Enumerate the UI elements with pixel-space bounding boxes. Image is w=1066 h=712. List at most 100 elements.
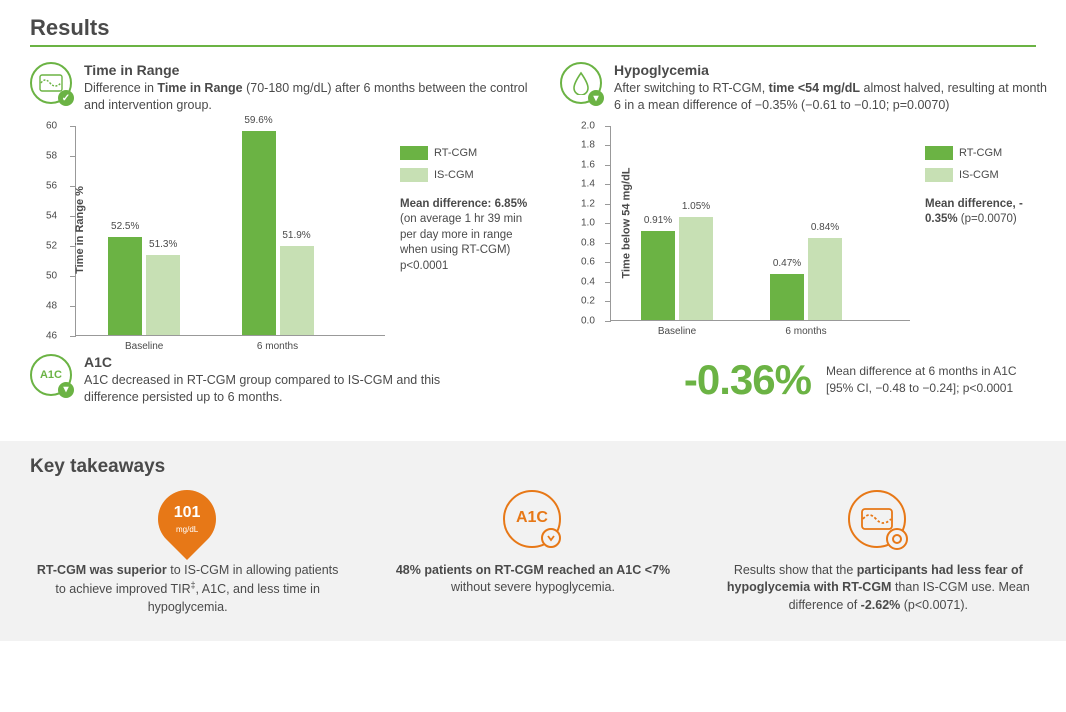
lens-icon <box>886 528 908 550</box>
y-tick-label: 1.4 <box>581 179 595 190</box>
bar-label: 51.3% <box>149 239 177 250</box>
drop-unit: mg/dL <box>173 524 200 535</box>
y-tick-label: 46 <box>46 330 57 341</box>
y-tick-label: 60 <box>46 120 57 131</box>
a1c-title: A1C <box>84 354 464 370</box>
bar: 52.5% <box>108 237 142 335</box>
metrics-row: ✓ Time in Range Difference in Time in Ra… <box>30 62 1036 336</box>
bar-label: 0.47% <box>773 258 801 269</box>
y-tick-label: 2.0 <box>581 120 595 131</box>
y-tick-label: 54 <box>46 210 57 221</box>
hypo-stat: Mean difference, - 0.35% (p=0.0070) <box>925 197 1055 228</box>
takeaway-1-icon: 101 mg/dL <box>158 490 218 550</box>
a1c-icon: A1C ▾ <box>30 354 72 396</box>
takeaways-row: 101 mg/dL RT-CGM was superior to IS-CGM … <box>30 490 1036 617</box>
x-category-label: Baseline <box>658 326 696 337</box>
drop-value: 101 <box>173 504 200 521</box>
bar-label: 0.84% <box>811 222 839 233</box>
tir-column: ✓ Time in Range Difference in Time in Ra… <box>30 62 530 336</box>
y-tick-label: 0.4 <box>581 276 595 287</box>
legend-is-cgm-2: IS-CGM <box>925 168 1055 182</box>
y-tick-label: 56 <box>46 180 57 191</box>
y-tick-label: 0.0 <box>581 315 595 326</box>
y-tick-label: 52 <box>46 240 57 251</box>
range-wave-circle-icon <box>848 490 906 548</box>
results-section: Results ✓ Time in Range Difference in Ti… <box>0 0 1066 426</box>
down-badge-icon-2: ▾ <box>58 382 74 398</box>
takeaway-2-icon: A1C <box>503 490 563 550</box>
down-badge-icon: ▾ <box>588 90 604 106</box>
hypo-legend-area: RT-CGM IS-CGM Mean difference, - 0.35% (… <box>925 126 1055 228</box>
y-tick-label: 1.6 <box>581 159 595 170</box>
y-tick-label: 48 <box>46 300 57 311</box>
takeaway-2-text: 48% patients on RT-CGM reached an A1C <7… <box>375 562 690 597</box>
y-tick-label: 1.2 <box>581 198 595 209</box>
a1c-left: A1C ▾ A1C A1C decreased in RT-CGM group … <box>30 354 669 406</box>
bar-label: 1.05% <box>682 201 710 212</box>
y-tick-label: 0.8 <box>581 237 595 248</box>
bar-label: 52.5% <box>111 221 139 232</box>
bar: 0.47% <box>770 274 804 320</box>
bar: 1.05% <box>679 217 713 319</box>
bar-label: 0.91% <box>644 215 672 226</box>
legend-rt-cgm: RT-CGM <box>400 146 530 160</box>
y-tick-label: 0.2 <box>581 296 595 307</box>
drop-icon <box>571 71 591 95</box>
y-tick-label: 58 <box>46 150 57 161</box>
tir-legend-area: RT-CGM IS-CGM Mean difference: 6.85% (on… <box>400 126 530 275</box>
takeaway-3-icon <box>848 490 908 550</box>
tir-header: ✓ Time in Range Difference in Time in Ra… <box>30 62 530 114</box>
x-category-label: 6 months <box>785 326 826 337</box>
bar: 51.3% <box>146 255 180 335</box>
legend-rt-label-2: RT-CGM <box>959 147 1002 159</box>
a1c-desc: A1C decreased in RT-CGM group compared t… <box>84 372 464 406</box>
takeaway-2: A1C 48% patients on RT-CGM reached an A1… <box>375 490 690 617</box>
hypo-title: Hypoglycemia <box>614 62 1055 78</box>
takeaways-title: Key takeaways <box>30 456 1036 478</box>
hypo-chart-wrap: Time below 54 mg/dL 0.00.20.40.60.81.01.… <box>560 126 910 321</box>
x-category-label: 6 months <box>257 341 298 352</box>
hypo-ylabel: Time below 54 mg/dL <box>621 167 633 278</box>
takeaway-1: 101 mg/dL RT-CGM was superior to IS-CGM … <box>30 490 345 617</box>
swatch-rt-2 <box>925 146 953 160</box>
swatch-is-2 <box>925 168 953 182</box>
bar-label: 51.9% <box>282 230 310 241</box>
hypo-desc: After switching to RT-CGM, time <54 mg/d… <box>614 80 1055 114</box>
hypo-legend: RT-CGM IS-CGM <box>925 146 1055 182</box>
hypo-bar-chart: Time below 54 mg/dL 0.00.20.40.60.81.01.… <box>610 126 910 321</box>
hypo-column: ▾ Hypoglycemia After switching to RT-CGM… <box>560 62 1055 336</box>
swatch-rt <box>400 146 428 160</box>
tir-title: Time in Range <box>84 62 530 78</box>
hypo-chart-row: Time below 54 mg/dL 0.00.20.40.60.81.01.… <box>560 126 1055 321</box>
legend-rt-cgm-2: RT-CGM <box>925 146 1055 160</box>
x-category-label: Baseline <box>125 341 163 352</box>
a1c-row: A1C ▾ A1C A1C decreased in RT-CGM group … <box>30 354 1036 406</box>
bar-label: 59.6% <box>244 115 272 126</box>
section-heading: Results <box>30 15 1036 47</box>
y-tick-label: 0.6 <box>581 257 595 268</box>
swatch-is <box>400 168 428 182</box>
y-tick-label: 1.8 <box>581 140 595 151</box>
glucose-drop-icon: 101 mg/dL <box>146 477 228 559</box>
y-tick-label: 1.0 <box>581 218 595 229</box>
bar: 0.91% <box>641 231 675 320</box>
bar: 0.84% <box>808 238 842 320</box>
tir-icon: ✓ <box>30 62 72 104</box>
hypo-icon: ▾ <box>560 62 602 104</box>
takeaway-3: Results show that the participants had l… <box>721 490 1036 617</box>
range-wave-icon <box>39 74 63 92</box>
a1c-circle-icon: A1C <box>503 490 561 548</box>
down-arrow-icon <box>541 528 561 548</box>
tir-desc: Difference in Time in Range (70-180 mg/d… <box>84 80 530 114</box>
check-badge-icon: ✓ <box>58 90 74 106</box>
legend-is-cgm: IS-CGM <box>400 168 530 182</box>
takeaway-1-text: RT-CGM was superior to IS-CGM in allowin… <box>30 562 345 617</box>
tir-legend: RT-CGM IS-CGM <box>400 146 530 182</box>
tir-chart-wrap: Time in Range % 464850525456586052.5%51.… <box>30 126 385 336</box>
y-tick-label: 50 <box>46 270 57 281</box>
legend-rt-label: RT-CGM <box>434 147 477 159</box>
tir-ylabel: Time in Range % <box>74 186 86 274</box>
a1c-icon-text: A1C <box>40 369 62 381</box>
bar: 51.9% <box>280 246 314 335</box>
a1c-big-value: -0.36% <box>684 356 811 404</box>
